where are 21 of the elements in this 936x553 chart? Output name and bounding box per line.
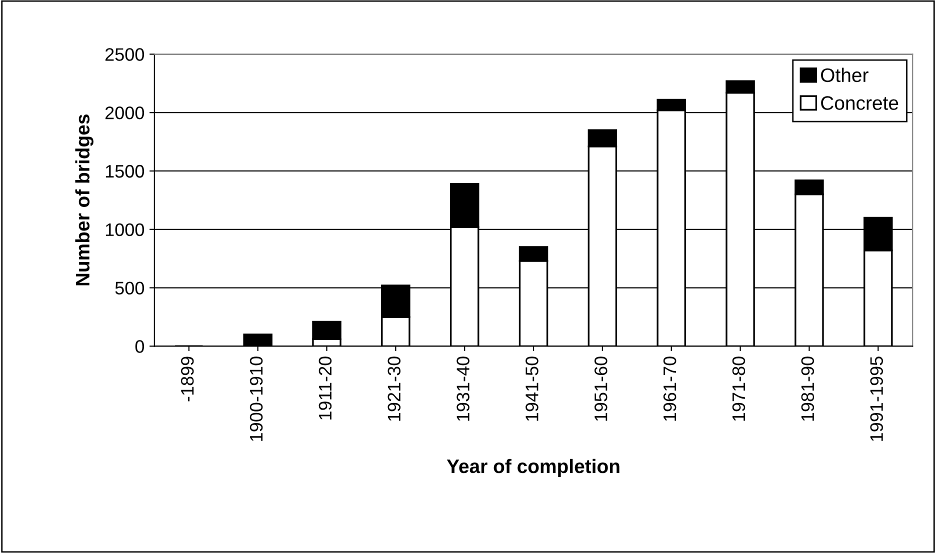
x-tick-label: 1991-1995 — [870, 356, 883, 441]
y-tick-label: 2500 — [105, 48, 144, 61]
x-tick-label: 1961-70 — [663, 356, 676, 421]
x-tick-label: 1921-30 — [388, 356, 401, 421]
y-tick-label: 2000 — [105, 106, 144, 120]
x-axis-title: Year of completion — [446, 458, 620, 478]
x-tick-label: 1951-60 — [594, 356, 608, 421]
x-tick-label: 1900-1910 — [250, 356, 263, 441]
y-tick-label: 1500 — [106, 164, 144, 178]
y-axis-title: Number of bridges — [75, 114, 94, 286]
y-tick-label: 500 — [115, 282, 144, 294]
legend-label: Concrete — [821, 96, 898, 110]
x-tick-label: 1981-90 — [801, 356, 814, 421]
x-tick-label: 1911-20 — [318, 356, 332, 420]
x-tick-label: 1971-80 — [732, 356, 746, 421]
y-tick-label: 0 — [135, 340, 144, 353]
x-tick-label: 1931-40 — [456, 356, 470, 421]
legend-label: Other — [821, 68, 868, 82]
x-tick-label: -1899 — [180, 356, 194, 402]
y-tick-label: 1000 — [106, 223, 144, 236]
x-tick-label: 1941-50 — [526, 356, 538, 421]
